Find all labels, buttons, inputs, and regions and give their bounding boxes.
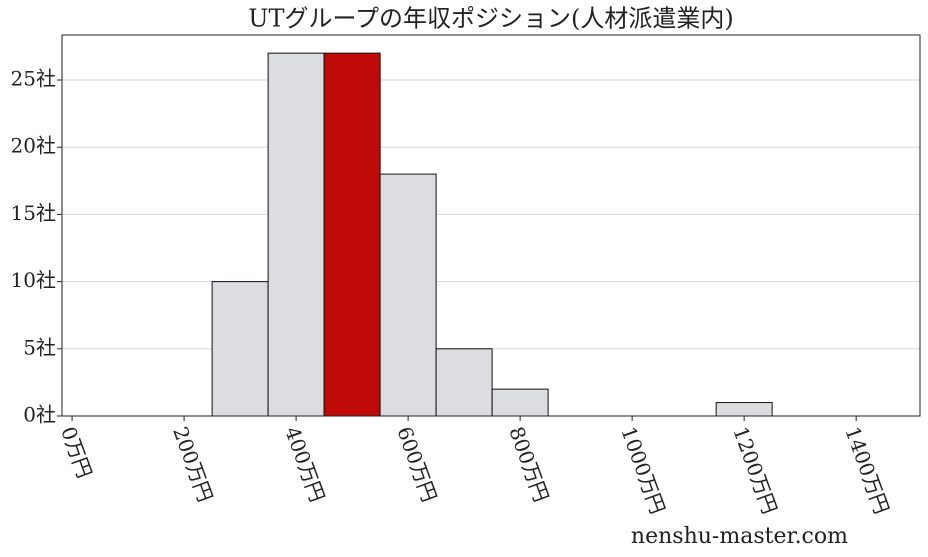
- bar: [211, 281, 269, 417]
- x-tick-label: 200万円: [168, 423, 217, 505]
- bar: [715, 402, 773, 417]
- bar: [435, 348, 493, 417]
- x-tick-label: 800万円: [504, 423, 553, 505]
- x-tick-label: 600万円: [392, 423, 441, 505]
- y-tick-label: 10社: [11, 268, 56, 292]
- x-tick-label: 1000万円: [616, 423, 670, 517]
- y-tick-label: 15社: [11, 201, 56, 225]
- x-tick-label: 400万円: [280, 423, 329, 505]
- y-tick-label: 5社: [23, 335, 56, 359]
- y-tick-label: 20社: [11, 134, 56, 158]
- bar: [323, 52, 381, 417]
- y-tick-label: 25社: [11, 67, 56, 91]
- bar: [267, 52, 325, 417]
- chart-title: UTグループの年収ポジション(人材派遣業内): [248, 5, 734, 33]
- y-tick-label: 0社: [23, 403, 56, 427]
- watermark: nenshu-master.com: [631, 524, 848, 549]
- bar: [379, 173, 437, 417]
- x-tick-label: 1400万円: [840, 423, 894, 517]
- x-tick-label: 1200万円: [728, 423, 782, 517]
- bar: [491, 388, 549, 417]
- x-tick-label: 0万円: [56, 423, 97, 481]
- plot-frame: [61, 34, 921, 417]
